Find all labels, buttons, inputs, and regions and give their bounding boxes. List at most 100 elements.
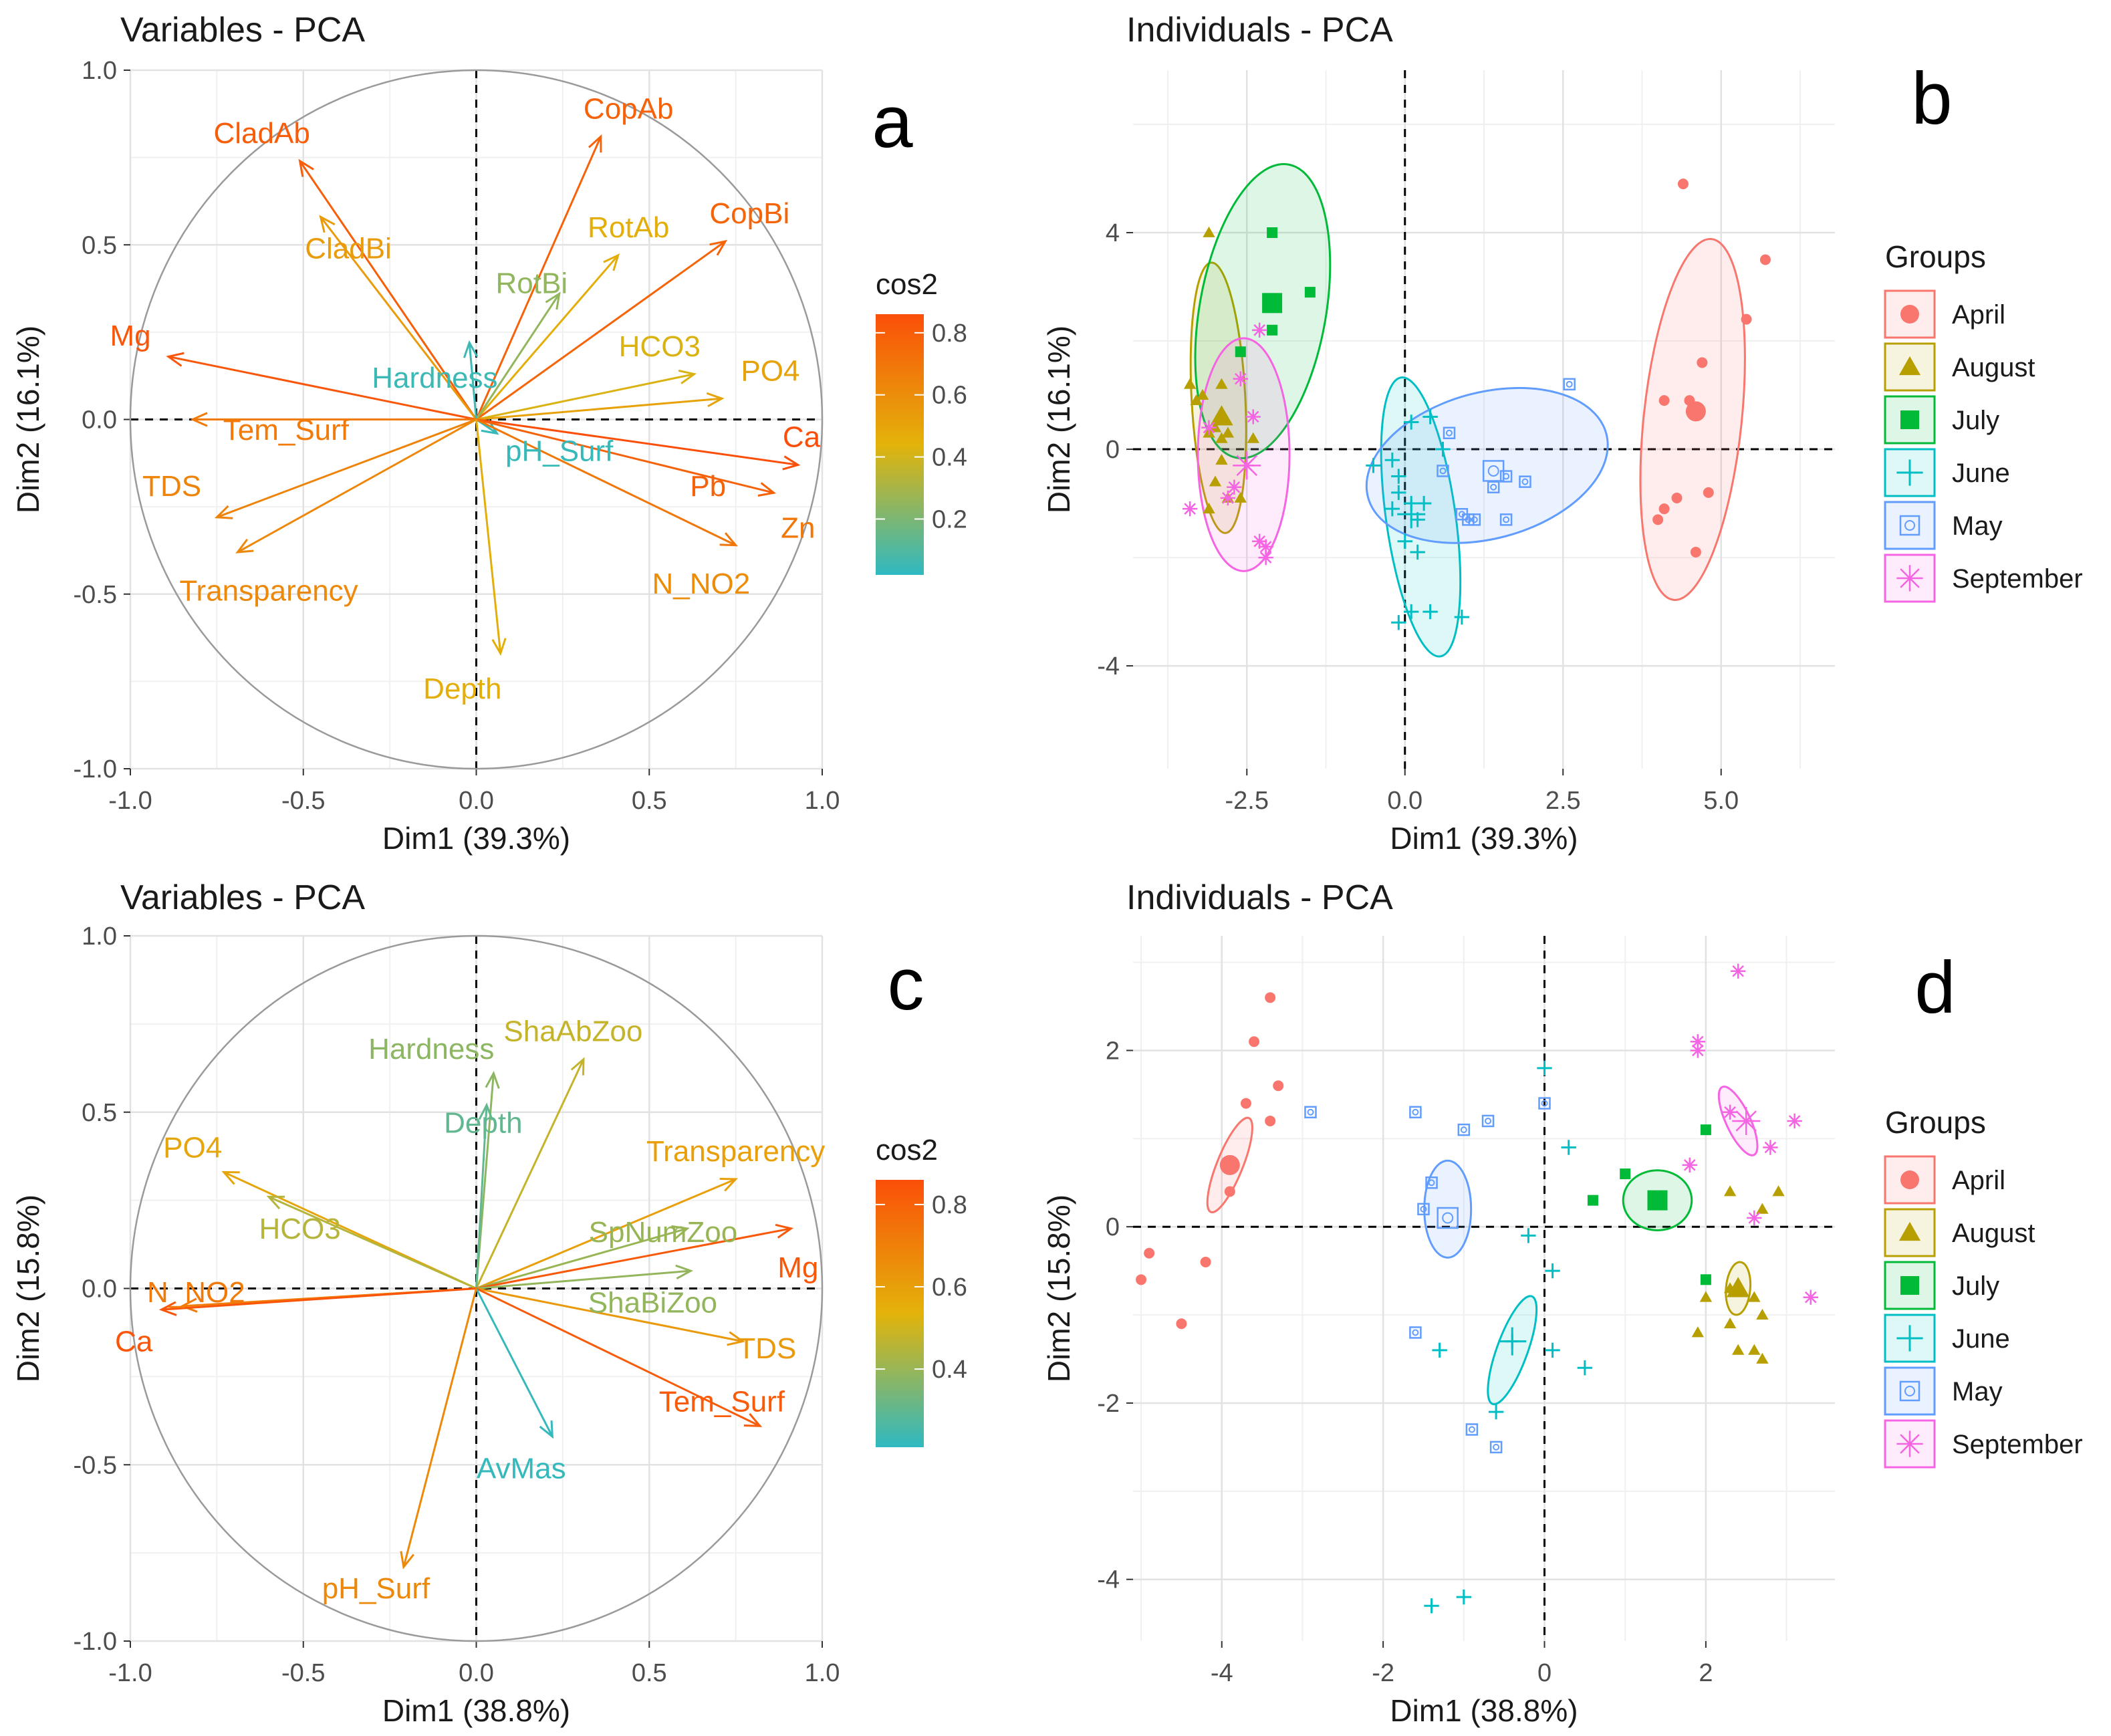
x-tick-label: 0.0 — [459, 1659, 494, 1687]
point-august — [1183, 378, 1197, 389]
point-june — [1422, 604, 1438, 620]
point-august — [1748, 1344, 1761, 1355]
point-april — [1658, 503, 1670, 515]
point-may — [1519, 475, 1531, 488]
y-tick-label: 0.5 — [82, 231, 117, 259]
y-tick-label: 1.0 — [82, 922, 117, 951]
label-hardness: Hardness — [368, 1033, 494, 1066]
point-june — [1545, 1263, 1560, 1279]
y-axis-label: Dim2 (15.8%) — [11, 1195, 45, 1382]
panel-letter: d — [1914, 947, 1955, 1029]
groups-legend: Groups April August July June May September — [1884, 1105, 2083, 1469]
legend-key-symbol — [1900, 1170, 1919, 1189]
point-september — [1722, 1104, 1738, 1120]
colorbar-tick-label: 0.8 — [932, 320, 967, 348]
correlation-circle — [129, 935, 824, 1642]
point-august — [1756, 1352, 1769, 1364]
colorbar — [876, 1180, 924, 1447]
y-tick-label: -0.5 — [74, 581, 117, 609]
point-april — [1136, 1274, 1147, 1285]
x-tick-label: -2.5 — [1225, 787, 1269, 815]
series-august — [1691, 1185, 1785, 1364]
label-rotab: RotAb — [588, 211, 669, 244]
vectors — [166, 134, 801, 656]
point-april — [1265, 1115, 1276, 1126]
panel-letter: a — [872, 81, 913, 163]
label-mg: Mg — [110, 320, 150, 352]
label-depth: Depth — [423, 672, 501, 705]
point-september — [1227, 479, 1242, 495]
x-tick-label: 5.0 — [1703, 787, 1739, 815]
legend-item-april: April — [1884, 289, 2005, 339]
x-tick-label: -0.5 — [281, 787, 325, 815]
cos2-legend: cos2 0.8 0.6 0.4 — [876, 1134, 967, 1447]
point-june — [1404, 604, 1419, 620]
vector-mg — [476, 1223, 794, 1289]
point-may — [1304, 1106, 1317, 1118]
label-tem-surf: Tem_Surf — [223, 414, 350, 447]
point-april — [1240, 1098, 1251, 1109]
point-june — [1488, 1404, 1504, 1420]
label-ca: Ca — [783, 421, 821, 454]
point-june — [1545, 1342, 1560, 1358]
point-august — [1247, 432, 1259, 443]
point-april — [1224, 1186, 1235, 1197]
vector-rotab — [475, 253, 620, 420]
legend-key-symbol — [1898, 1221, 1921, 1241]
legend-key-symbol — [1896, 1431, 1923, 1457]
point-september — [1233, 371, 1249, 386]
ellipse-september — [1197, 337, 1291, 572]
point-september — [1245, 409, 1261, 424]
y-axis-label: Dim2 (15.8%) — [1041, 1195, 1076, 1382]
vector-labels: CopAb CladAb CladBi RotAb CopBi RotBi Mg Hardne… — [110, 92, 820, 705]
tick-labels: -4 -2 0 2 2 0 -2 -4 — [1097, 1037, 1713, 1687]
point-september — [1182, 501, 1198, 517]
label-hco3: HCO3 — [259, 1213, 340, 1245]
legend-key — [1884, 501, 1936, 550]
series-april — [1136, 992, 1284, 1330]
centroid-august — [1726, 1277, 1750, 1297]
centroid-june — [1498, 1327, 1527, 1356]
legend-item-may: May — [1884, 1366, 2003, 1416]
point-april — [1658, 395, 1670, 406]
vector-copab — [475, 134, 602, 420]
colorbar — [876, 314, 924, 575]
point-september — [1220, 490, 1236, 506]
label-ph-surf: pH_Surf — [505, 435, 614, 468]
centroid-june — [1397, 500, 1426, 529]
legend-item-july: July — [1884, 395, 1999, 445]
label-copbi: CopBi — [709, 197, 789, 230]
label-po4: PO4 — [163, 1132, 222, 1164]
point-june — [1410, 544, 1425, 560]
legend-item-label: July — [1952, 406, 1999, 435]
legend-title: cos2 — [876, 268, 938, 301]
point-may — [1457, 1123, 1471, 1136]
point-april — [1265, 992, 1276, 1003]
series-june — [1366, 409, 1470, 630]
x-tick-label: -4 — [1211, 1659, 1233, 1687]
point-june — [1397, 533, 1412, 549]
y-axis-label-group: Dim2 (15.8%) — [11, 1195, 45, 1382]
legend-item-label: August — [1952, 353, 2035, 382]
label-cladab: CladAb — [213, 117, 309, 150]
point-june — [1577, 1360, 1593, 1376]
y-axis-label-group: Dim2 (16.1%) — [1041, 326, 1076, 513]
legend-item-label: July — [1952, 1271, 1999, 1301]
confidence-ellipses — [1189, 162, 1746, 658]
point-june — [1391, 615, 1406, 630]
point-september — [1258, 549, 1273, 566]
point-may — [1489, 1441, 1503, 1454]
point-july — [1235, 346, 1246, 358]
series-july — [1587, 1124, 1711, 1285]
point-september — [1251, 322, 1267, 338]
vector-cladbi — [319, 215, 477, 420]
panel-c: Variables - PCA c -1.0 -0.5 0.0 0.5 1.0 -1.0 -0.… — [11, 878, 967, 1728]
point-april — [1703, 487, 1714, 498]
label-zn: Zn — [781, 511, 815, 544]
label-po4: PO4 — [741, 354, 799, 387]
vector-depth — [475, 1102, 493, 1289]
x-tick-label: 2 — [1699, 1659, 1713, 1687]
label-tds: TDS — [142, 470, 201, 503]
tick-labels: -1.0 -0.5 0.0 0.5 1.0 -1.0 -0.5 0.0 0.5 1.0 — [74, 922, 840, 1687]
point-june — [1384, 501, 1400, 517]
